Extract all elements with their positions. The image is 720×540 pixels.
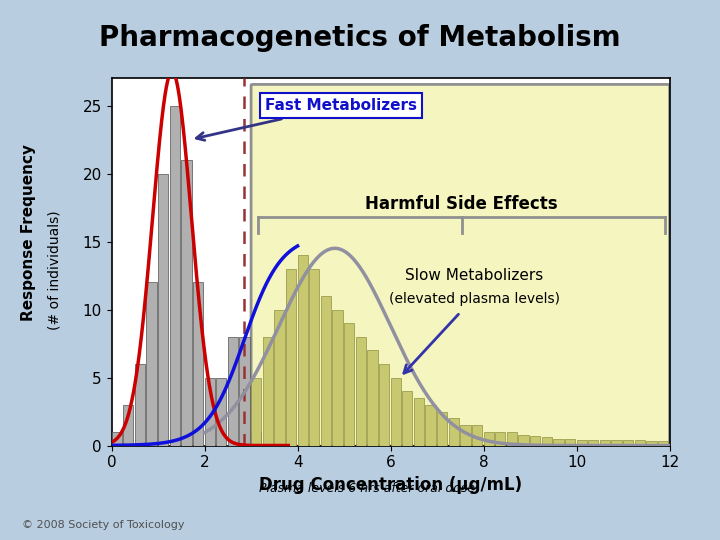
Bar <box>391 377 401 446</box>
Bar <box>321 296 331 446</box>
Bar <box>530 436 540 446</box>
Bar <box>449 418 459 445</box>
Bar <box>204 377 215 446</box>
FancyBboxPatch shape <box>251 84 670 446</box>
Bar <box>146 282 157 446</box>
Bar <box>228 337 238 445</box>
Bar <box>588 440 598 445</box>
Bar <box>344 323 354 445</box>
Bar <box>123 404 133 445</box>
X-axis label: Drug Concentration (μg/mL): Drug Concentration (μg/mL) <box>259 476 522 494</box>
Text: Fast Metabolizers: Fast Metabolizers <box>197 98 417 140</box>
Bar <box>251 377 261 446</box>
Bar <box>623 440 634 445</box>
Bar <box>472 425 482 446</box>
Bar <box>263 337 273 445</box>
Bar <box>437 411 447 446</box>
Bar <box>240 337 250 445</box>
Bar <box>611 440 621 445</box>
Bar <box>426 404 436 445</box>
Text: © 2008 Society of Toxicology: © 2008 Society of Toxicology <box>22 520 184 530</box>
Text: Pharmacogenetics of Metabolism: Pharmacogenetics of Metabolism <box>99 24 621 52</box>
Text: (# of individuals): (# of individuals) <box>47 210 61 330</box>
Bar <box>286 269 296 446</box>
Bar <box>297 255 308 446</box>
Bar <box>251 432 261 445</box>
Bar <box>577 440 587 445</box>
Bar <box>356 337 366 445</box>
Bar <box>565 438 575 445</box>
Bar <box>507 432 517 445</box>
Bar <box>379 364 390 446</box>
Text: Plasma levels 6 hrs after oral dose: Plasma levels 6 hrs after oral dose <box>259 482 475 495</box>
Bar <box>112 432 122 445</box>
Bar <box>484 432 494 445</box>
Bar <box>635 440 645 445</box>
Bar <box>367 350 377 446</box>
Bar <box>518 435 528 446</box>
Text: Response Frequency: Response Frequency <box>22 144 36 321</box>
Bar <box>193 282 203 446</box>
Bar <box>135 364 145 446</box>
Bar <box>333 309 343 446</box>
Bar <box>460 425 471 446</box>
Bar <box>647 441 657 445</box>
Bar <box>309 269 320 446</box>
Bar <box>274 309 284 446</box>
Bar <box>658 441 668 445</box>
Bar <box>216 377 227 446</box>
Text: Harmful Side Effects: Harmful Side Effects <box>365 195 558 213</box>
Bar <box>402 391 413 446</box>
Bar <box>170 105 180 445</box>
Bar <box>541 437 552 446</box>
Text: (elevated plasma levels): (elevated plasma levels) <box>389 292 560 306</box>
Bar <box>414 398 424 446</box>
Bar <box>554 438 564 445</box>
Bar <box>181 160 192 446</box>
Bar <box>158 173 168 446</box>
Text: Slow Metabolizers: Slow Metabolizers <box>405 268 544 283</box>
Bar <box>600 440 610 445</box>
Bar <box>495 432 505 445</box>
